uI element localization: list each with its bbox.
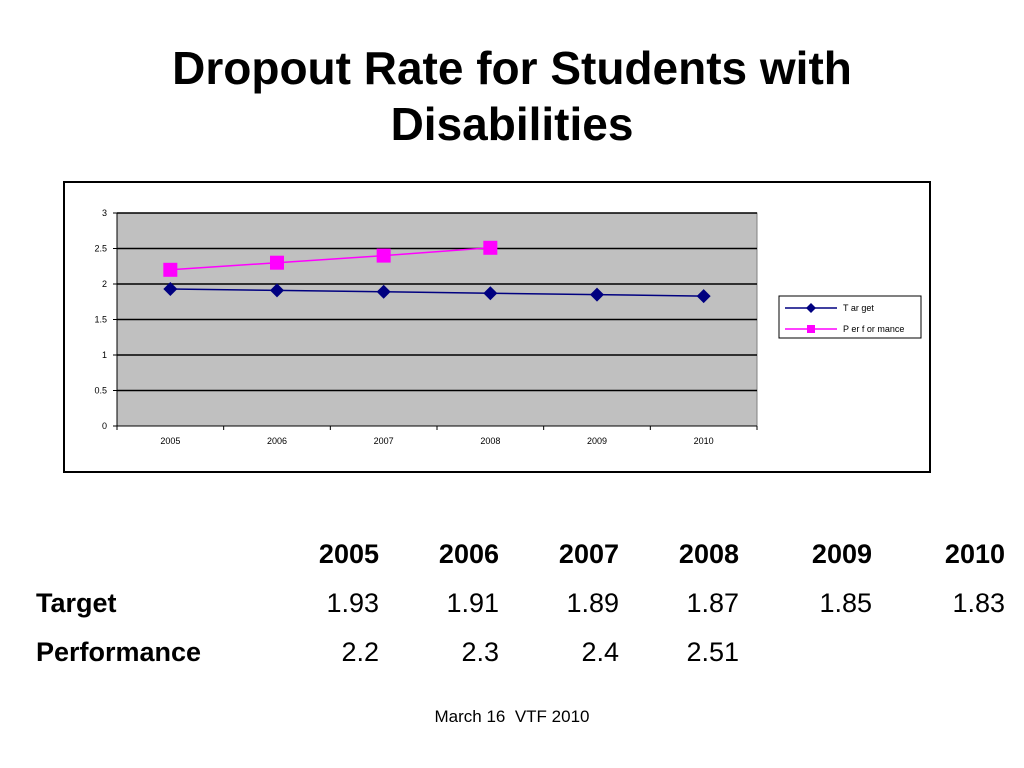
table-cell: 2.2 xyxy=(341,637,379,667)
y-tick-label: 3 xyxy=(102,208,107,218)
legend-label: T ar get xyxy=(843,303,874,313)
table-cell: 2.3 xyxy=(461,637,499,667)
y-tick-label: 2 xyxy=(102,279,107,289)
data-point-diamond xyxy=(376,284,391,299)
table-header-cell: 2007 xyxy=(558,539,619,569)
table-header-cell: 2008 xyxy=(678,539,739,569)
table-row: Target 1.93 1.91 1.89 1.87 1.85 1.83 xyxy=(30,579,1005,628)
row-label-target: Target xyxy=(36,588,117,618)
title-line-2: Disabilities xyxy=(390,98,634,150)
line-chart: 0 0.5 1 1.5 2 2.5 3 2005 2006 2007 2008 2009 2010 T a… xyxy=(94,208,922,446)
y-tick-label: 0 xyxy=(102,421,107,431)
x-tick-label: 2010 xyxy=(694,436,714,446)
slide-footer: March 16 VTF 2010 xyxy=(434,707,590,726)
table-cell: 2.4 xyxy=(581,637,619,667)
x-tick-label: 2007 xyxy=(374,436,394,446)
legend xyxy=(778,295,922,339)
data-point-square xyxy=(270,255,284,270)
data-point-diamond xyxy=(270,283,284,298)
data-point-diamond xyxy=(590,287,604,302)
legend-marker-diamond xyxy=(806,303,816,313)
table-cell: 1.87 xyxy=(686,588,739,618)
slide-title: Dropout Rate for Students with Disabilit… xyxy=(60,40,964,152)
table-cell: 1.85 xyxy=(819,588,872,618)
y-tick-label: 1.5 xyxy=(94,315,107,325)
table-row: Performance 2.2 2.3 2.4 2.51 xyxy=(30,628,1005,677)
data-table: 2005 2006 2007 2008 2009 2010 Target 1.9… xyxy=(30,530,1005,677)
table-header-row: 2005 2006 2007 2008 2009 2010 xyxy=(30,530,1005,579)
y-tick-label: 2.5 xyxy=(94,244,107,254)
x-tick-label: 2005 xyxy=(160,436,180,446)
x-tick-label: 2008 xyxy=(480,436,500,446)
data-point-square xyxy=(483,240,498,255)
table-cell: 2.51 xyxy=(686,637,739,667)
data-point-square xyxy=(163,262,178,277)
data-point-diamond xyxy=(483,286,498,301)
table-cell: 1.91 xyxy=(446,588,499,618)
y-tick-label: 1 xyxy=(102,350,107,360)
table-header-cell: 2006 xyxy=(438,539,499,569)
table-header-cell: 2005 xyxy=(318,539,379,569)
data-point-diamond xyxy=(163,281,178,296)
row-label-performance: Performance xyxy=(36,637,202,667)
legend-marker-square xyxy=(807,325,815,333)
table-cell: 1.89 xyxy=(566,588,619,618)
x-tick-label: 2009 xyxy=(587,436,607,446)
table-header-cell: 2010 xyxy=(944,539,1005,569)
legend-label: P er f or mance xyxy=(843,324,904,334)
table-cell: 1.93 xyxy=(326,588,379,618)
title-line-1: Dropout Rate for Students with xyxy=(172,42,852,94)
y-tick-label: 0.5 xyxy=(94,386,107,396)
series-line-square xyxy=(170,247,491,271)
series-line-diamond xyxy=(170,288,704,297)
table-cell xyxy=(872,628,1005,677)
table-cell xyxy=(739,628,872,677)
table-corner xyxy=(30,530,274,579)
data-point-diamond xyxy=(696,289,711,304)
data-point-square xyxy=(376,248,391,263)
chart-frame: 0 0.5 1 1.5 2 2.5 3 2005 2006 2007 2008 2009 2010 T a… xyxy=(63,181,931,473)
table-cell: 1.83 xyxy=(952,588,1005,618)
table-header-cell: 2009 xyxy=(811,539,872,569)
x-tick-label: 2006 xyxy=(267,436,287,446)
